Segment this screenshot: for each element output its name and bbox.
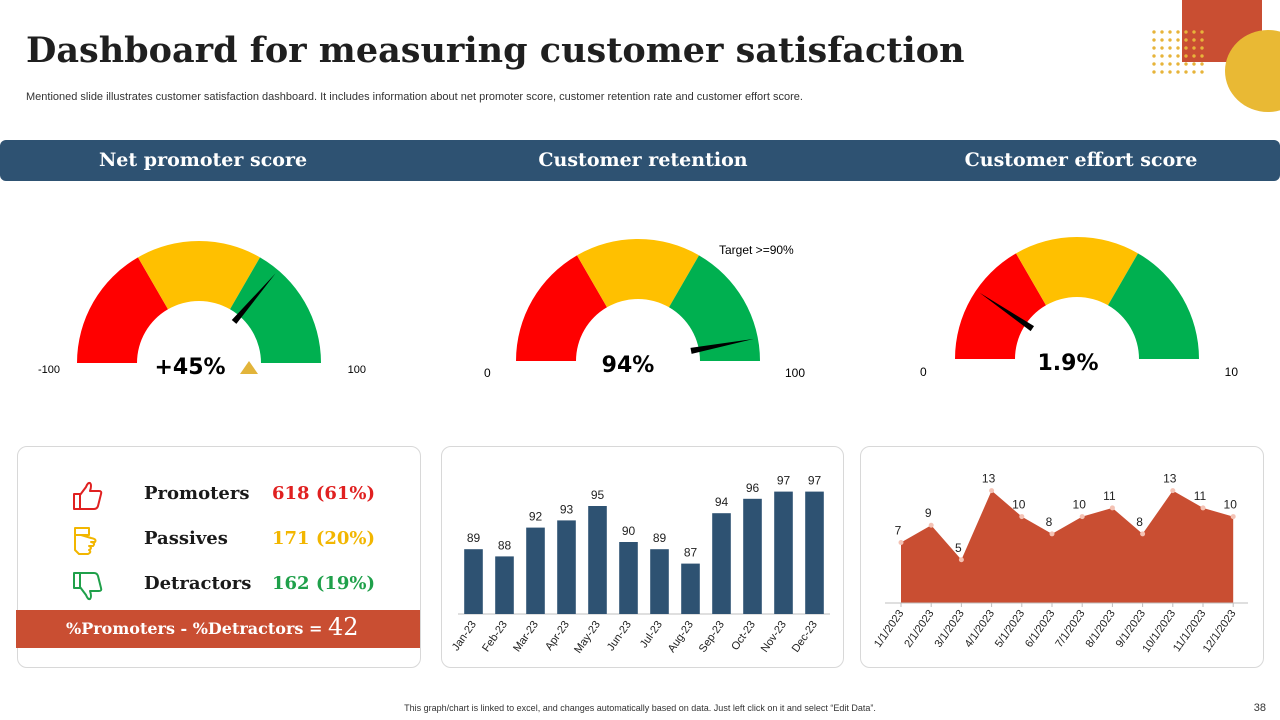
retention-bar [588, 506, 607, 614]
retention-bar [681, 564, 700, 614]
retention-tick-label: Nov-23 [759, 619, 789, 655]
effort-tick-label: 8/1/2023 [1083, 608, 1117, 650]
effort-tick-label: 7/1/2023 [1053, 608, 1087, 650]
charts-layer: 89Jan-2388Feb-2392Mar-2393Apr-2395May-23… [0, 0, 1280, 720]
effort-data-point [1231, 514, 1236, 519]
effort-point-label: 5 [955, 541, 962, 555]
effort-point-label: 11 [1194, 489, 1207, 503]
effort-area-series [901, 491, 1233, 603]
retention-tick-label: Sep-23 [697, 619, 727, 655]
effort-point-label: 10 [1073, 498, 1087, 512]
effort-point-label: 9 [925, 506, 932, 520]
retention-bar-label: 97 [808, 474, 822, 488]
retention-bar-label: 87 [684, 546, 698, 560]
retention-tick-label: May-23 [572, 619, 603, 656]
retention-bar [464, 549, 483, 614]
effort-data-point [1170, 488, 1175, 493]
retention-bar-label: 97 [777, 474, 791, 488]
retention-bar [743, 499, 762, 614]
effort-tick-label: 6/1/2023 [1023, 608, 1057, 650]
retention-bar-label: 90 [622, 524, 636, 538]
effort-point-label: 11 [1103, 489, 1116, 503]
effort-point-label: 13 [982, 472, 996, 486]
effort-data-point [1019, 514, 1024, 519]
retention-bar [712, 513, 731, 614]
effort-data-point [959, 557, 964, 562]
effort-point-label: 8 [1136, 515, 1143, 529]
retention-bar-label: 92 [529, 510, 543, 524]
retention-tick-label: Feb-23 [480, 619, 510, 654]
retention-bar-label: 89 [467, 531, 481, 545]
effort-data-point [1201, 505, 1206, 510]
effort-tick-label: 1/1/2023 [872, 608, 906, 650]
retention-bar-label: 89 [653, 531, 667, 545]
effort-data-point [1140, 531, 1145, 536]
retention-bar [495, 556, 514, 614]
retention-tick-label: Oct-23 [729, 619, 758, 653]
effort-point-label: 13 [1163, 472, 1177, 486]
effort-data-point [899, 540, 904, 545]
effort-point-label: 8 [1046, 515, 1053, 529]
footer-note: This graph/chart is linked to excel, and… [0, 703, 1280, 713]
retention-bar-label: 94 [715, 495, 729, 509]
retention-tick-label: Dec-23 [790, 619, 820, 655]
effort-tick-label: 4/1/2023 [963, 608, 997, 650]
retention-tick-label: Jun-23 [605, 619, 634, 653]
retention-bar [526, 528, 545, 614]
effort-point-label: 10 [1012, 498, 1026, 512]
retention-bar [650, 549, 669, 614]
effort-data-point [1050, 531, 1055, 536]
retention-tick-label: Mar-23 [511, 619, 541, 654]
effort-data-point [929, 523, 934, 528]
effort-tick-label: 2/1/2023 [902, 608, 936, 650]
retention-bar [557, 520, 576, 614]
effort-data-point [989, 488, 994, 493]
effort-data-point [1080, 514, 1085, 519]
retention-tick-label: Jul-23 [638, 619, 665, 650]
retention-bar-label: 95 [591, 488, 605, 502]
retention-bar-label: 88 [498, 538, 512, 552]
effort-point-label: 10 [1224, 498, 1238, 512]
retention-bar-label: 93 [560, 502, 574, 516]
effort-tick-label: 5/1/2023 [993, 608, 1027, 650]
retention-bar-label: 96 [746, 481, 760, 495]
retention-bar [619, 542, 638, 614]
page-number: 38 [1254, 702, 1266, 714]
effort-tick-label: 3/1/2023 [932, 608, 966, 650]
retention-tick-label: Aug-23 [666, 619, 696, 655]
retention-tick-label: Apr-23 [543, 619, 572, 653]
effort-data-point [1110, 505, 1115, 510]
retention-tick-label: Jan-23 [450, 619, 479, 653]
retention-bar [805, 492, 824, 614]
effort-point-label: 7 [895, 524, 902, 538]
retention-bar [774, 492, 793, 614]
